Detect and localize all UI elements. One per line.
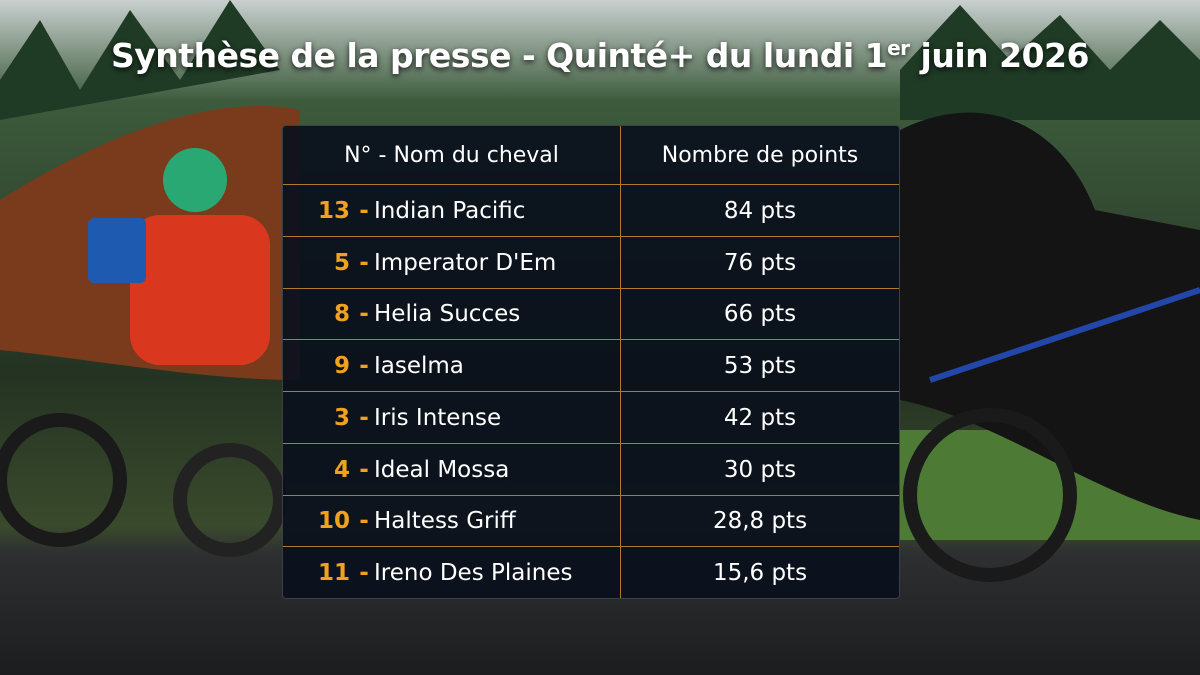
title-text: juin 2026	[920, 36, 1090, 75]
points: 84 pts	[723, 197, 797, 224]
title: Synthèse de la presse - Quinté+ du lundi…	[0, 36, 1200, 75]
separator: -	[359, 249, 369, 276]
column-divider	[620, 126, 621, 598]
horse-name: Indian Pacific	[374, 197, 526, 224]
points: 53 pts	[723, 353, 797, 380]
ranking-table: N° - Nom du cheval Nombre de points 13- Ind…	[282, 125, 900, 599]
horse-number: 10	[317, 508, 350, 535]
horse-name: Ideal Mossa	[374, 456, 510, 483]
separator: -	[359, 456, 369, 483]
points: 66 pts	[723, 301, 797, 328]
horse-name: Imperator D'Em	[374, 249, 557, 276]
points: 30 pts	[723, 456, 797, 483]
points: 42 pts	[723, 404, 797, 431]
title-superscript: er	[887, 36, 910, 60]
horse-number: 8	[333, 301, 350, 328]
table-row: 13- Indian Pacific 84 pts	[283, 184, 899, 237]
header-row: N° - Nom du cheval Nombre de points	[283, 126, 899, 184]
horse-number: 5	[333, 249, 350, 276]
table-row: 8- Helia Succes 66 pts	[283, 287, 899, 341]
horse-number: 11	[317, 560, 350, 587]
horse-number: 3	[333, 404, 350, 431]
separator: -	[359, 404, 369, 431]
separator: -	[359, 560, 369, 587]
table-row: 10- Haltess Griff 28,8 pts	[283, 494, 899, 548]
header-cell: Nombre de points	[661, 142, 859, 168]
horse-name: Ireno Des Plaines	[374, 560, 573, 587]
horse-number: 13	[317, 197, 350, 224]
table-row: 3- Iris Intense 42 pts	[283, 391, 899, 444]
points: 76 pts	[723, 249, 797, 276]
points: 28,8 pts	[712, 508, 808, 535]
header-cell: N° - Nom du cheval	[344, 142, 559, 168]
title-text: Synthèse de la presse - Quinté+ du lundi…	[111, 36, 888, 75]
horse-number: 9	[333, 353, 350, 380]
separator: -	[359, 508, 369, 535]
separator: -	[359, 301, 369, 328]
horse-number: 4	[333, 456, 350, 483]
horse-name: Iaselma	[374, 353, 464, 380]
points: 15,6 pts	[712, 560, 808, 587]
table-row: 4- Ideal Mossa 30 pts	[283, 442, 899, 496]
table-row: 5- Imperator D'Em 76 pts	[283, 235, 899, 289]
separator: -	[359, 197, 369, 224]
horse-name: Helia Succes	[374, 301, 521, 328]
table-row: 11- Ireno Des Plaines 15,6 pts	[283, 546, 899, 599]
separator: -	[359, 353, 369, 380]
table-row: 9- Iaselma 53 pts	[283, 339, 899, 392]
horse-name: Haltess Griff	[374, 508, 516, 535]
horse-name: Iris Intense	[374, 404, 502, 431]
